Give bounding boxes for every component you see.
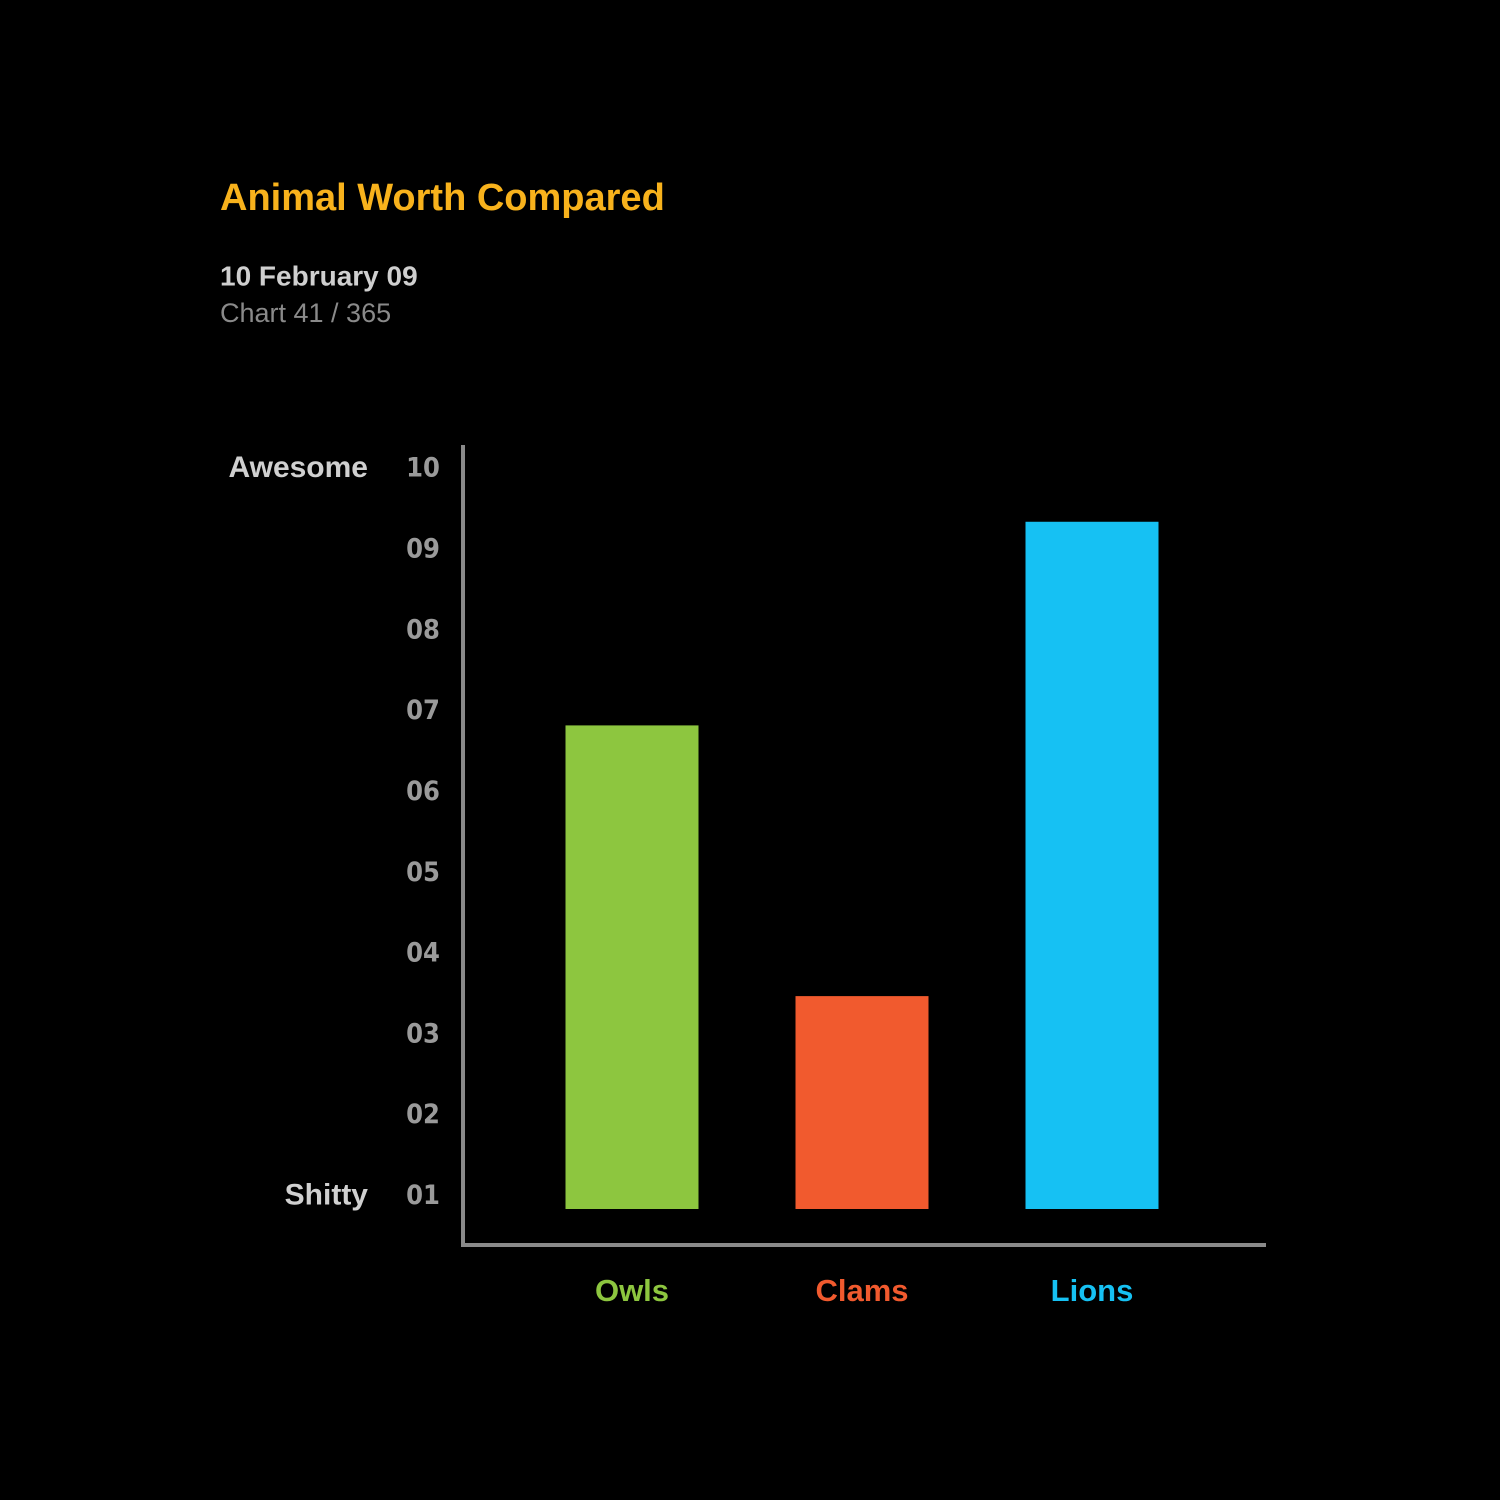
bar [565, 725, 699, 1209]
y-tick-label: 09 [406, 534, 440, 565]
y-tick-label: 07 [406, 695, 440, 726]
x-tick-label: Lions [1051, 1273, 1134, 1308]
y-annotation: Awesome [228, 451, 368, 484]
y-annotation: Shitty [285, 1178, 369, 1211]
x-tick-label: Clams [815, 1273, 908, 1308]
y-tick-label: 03 [406, 1018, 440, 1049]
chart-date: 10 February 09 [220, 260, 418, 291]
y-tick-label: 04 [406, 938, 440, 969]
chart-number: Chart 41 / 365 [220, 298, 391, 328]
chart-title: Animal Worth Compared [220, 177, 665, 219]
x-tick-label: Owls [595, 1273, 669, 1308]
y-tick-label: 08 [406, 614, 440, 645]
y-tick-label: 01 [406, 1180, 440, 1211]
y-tick-label: 02 [406, 1099, 440, 1130]
y-tick-label: 05 [406, 857, 440, 888]
y-tick-label: 10 [406, 453, 440, 484]
bar [795, 996, 929, 1209]
y-tick-label: 06 [406, 776, 440, 807]
bar [1025, 521, 1159, 1209]
